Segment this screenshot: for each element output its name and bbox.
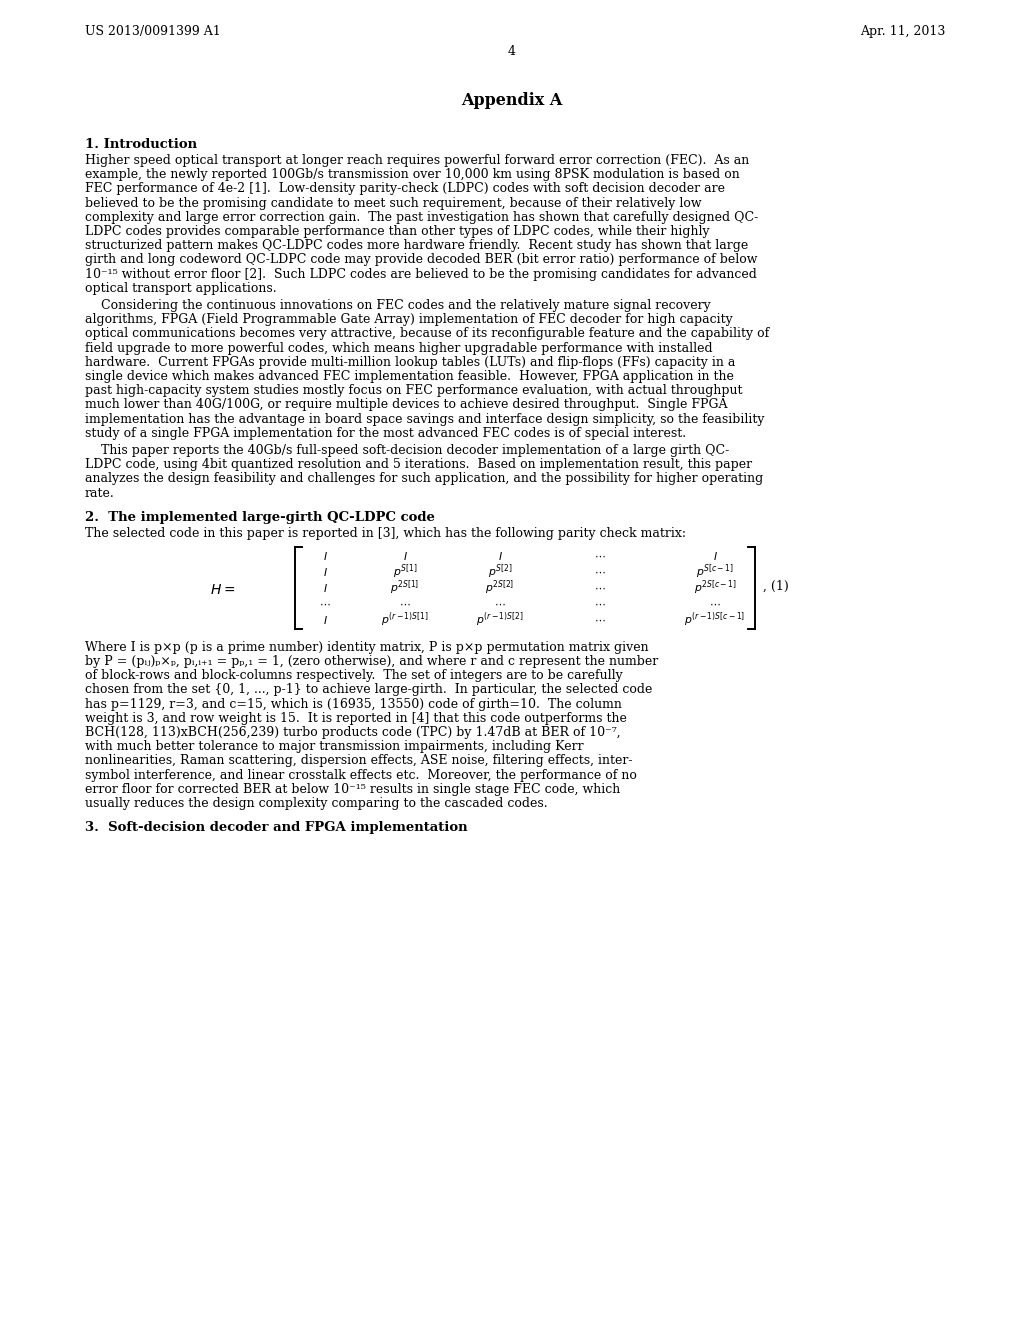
Text: $p^{(r-1)S[1]}$: $p^{(r-1)S[1]}$ [381, 611, 429, 630]
Text: usually reduces the design complexity comparing to the cascaded codes.: usually reduces the design complexity co… [85, 797, 548, 810]
Text: has p=1129, r=3, and c=15, which is (16935, 13550) code of girth=10.  The column: has p=1129, r=3, and c=15, which is (169… [85, 697, 622, 710]
Text: $\cdots$: $\cdots$ [495, 599, 506, 609]
Text: $\cdots$: $\cdots$ [399, 599, 411, 609]
Text: Higher speed optical transport at longer reach requires powerful forward error c: Higher speed optical transport at longer… [85, 154, 750, 168]
Text: BCH(128, 113)xBCH(256,239) turbo products code (TPC) by 1.47dB at BER of 10⁻⁷,: BCH(128, 113)xBCH(256,239) turbo product… [85, 726, 621, 739]
Text: Appendix A: Appendix A [462, 92, 562, 110]
Text: $\cdots$: $\cdots$ [594, 566, 606, 577]
Text: FEC performance of 4e-2 [1].  Low-density parity-check (LDPC) codes with soft de: FEC performance of 4e-2 [1]. Low-density… [85, 182, 725, 195]
Text: LDPC code, using 4bit quantized resolution and 5 iterations.  Based on implement: LDPC code, using 4bit quantized resoluti… [85, 458, 752, 471]
Text: LDPC codes provides comparable performance than other types of LDPC codes, while: LDPC codes provides comparable performan… [85, 224, 710, 238]
Text: study of a single FPGA implementation for the most advanced FEC codes is of spec: study of a single FPGA implementation fo… [85, 426, 686, 440]
Text: $I$: $I$ [323, 614, 328, 626]
Text: believed to be the promising candidate to meet such requirement, because of thei: believed to be the promising candidate t… [85, 197, 701, 210]
Text: The selected code in this paper is reported in [3], which has the following pari: The selected code in this paper is repor… [85, 527, 686, 540]
Text: algorithms, FPGA (Field Programmable Gate Array) implementation of FEC decoder f: algorithms, FPGA (Field Programmable Gat… [85, 313, 733, 326]
Text: $\cdots$: $\cdots$ [319, 599, 331, 609]
Text: $p^{2S[2]}$: $p^{2S[2]}$ [485, 578, 515, 597]
Text: 1. Introduction: 1. Introduction [85, 139, 198, 150]
Text: $\cdots$: $\cdots$ [594, 599, 606, 609]
Text: $\cdots$: $\cdots$ [710, 599, 721, 609]
Text: example, the newly reported 100Gb/s transmission over 10,000 km using 8PSK modul: example, the newly reported 100Gb/s tran… [85, 168, 739, 181]
Text: $p^{2S[1]}$: $p^{2S[1]}$ [390, 578, 420, 597]
Text: single device which makes advanced FEC implementation feasible.  However, FPGA a: single device which makes advanced FEC i… [85, 370, 734, 383]
Text: $p^{(r-1)S[c-1]}$: $p^{(r-1)S[c-1]}$ [684, 611, 745, 630]
Text: , (1): , (1) [763, 579, 788, 593]
Text: $\cdots$: $\cdots$ [594, 550, 606, 561]
Text: $p^{S[1]}$: $p^{S[1]}$ [393, 562, 417, 581]
Text: with much better tolerance to major transmission impairments, including Kerr: with much better tolerance to major tran… [85, 741, 584, 754]
Text: chosen from the set {0, 1, ..., p-1} to achieve large-girth.  In particular, the: chosen from the set {0, 1, ..., p-1} to … [85, 684, 652, 697]
Text: $I$: $I$ [323, 566, 328, 578]
Text: nonlinearities, Raman scattering, dispersion effects, ASE noise, filtering effec: nonlinearities, Raman scattering, disper… [85, 755, 633, 767]
Text: Apr. 11, 2013: Apr. 11, 2013 [859, 25, 945, 38]
Text: This paper reports the 40Gb/s full-speed soft-decision decoder implementation of: This paper reports the 40Gb/s full-speed… [85, 444, 729, 457]
Text: 10⁻¹⁵ without error floor [2].  Such LDPC codes are believed to be the promising: 10⁻¹⁵ without error floor [2]. Such LDPC… [85, 268, 757, 281]
Text: complexity and large error correction gain.  The past investigation has shown th: complexity and large error correction ga… [85, 211, 758, 224]
Text: analyzes the design feasibility and challenges for such application, and the pos: analyzes the design feasibility and chal… [85, 473, 763, 486]
Text: $H=$: $H=$ [210, 583, 236, 597]
Text: $\cdots$: $\cdots$ [594, 583, 606, 593]
Text: 4: 4 [508, 45, 516, 58]
Text: hardware.  Current FPGAs provide multi-million lookup tables (LUTs) and flip-flo: hardware. Current FPGAs provide multi-mi… [85, 356, 735, 368]
Text: Where I is p×p (p is a prime number) identity matrix, P is p×p permutation matri: Where I is p×p (p is a prime number) ide… [85, 640, 648, 653]
Text: $I$: $I$ [402, 550, 408, 562]
Text: by P = (pᵢⱼ)ₚ×ₚ, pᵢ,ᵢ₊₁ = pₚ,₁ = 1, (zero otherwise), and where r and c represen: by P = (pᵢⱼ)ₚ×ₚ, pᵢ,ᵢ₊₁ = pₚ,₁ = 1, (zer… [85, 655, 658, 668]
Text: field upgrade to more powerful codes, which means higher upgradable performance : field upgrade to more powerful codes, wh… [85, 342, 713, 355]
Text: optical communications becomes very attractive, because of its reconfigurable fe: optical communications becomes very attr… [85, 327, 769, 341]
Text: $I$: $I$ [498, 550, 503, 562]
Text: weight is 3, and row weight is 15.  It is reported in [4] that this code outperf: weight is 3, and row weight is 15. It is… [85, 711, 627, 725]
Text: $I$: $I$ [323, 582, 328, 594]
Text: optical transport applications.: optical transport applications. [85, 281, 276, 294]
Text: $p^{2S[c-1]}$: $p^{2S[c-1]}$ [693, 578, 736, 597]
Text: $p^{S[2]}$: $p^{S[2]}$ [487, 562, 512, 581]
Text: Considering the continuous innovations on FEC codes and the relatively mature si: Considering the continuous innovations o… [85, 300, 711, 312]
Text: girth and long codeword QC-LDPC code may provide decoded BER (bit error ratio) p: girth and long codeword QC-LDPC code may… [85, 253, 758, 267]
Text: 2.  The implemented large-girth QC-LDPC code: 2. The implemented large-girth QC-LDPC c… [85, 511, 435, 524]
Text: error floor for corrected BER at below 10⁻¹⁵ results in single stage FEC code, w: error floor for corrected BER at below 1… [85, 783, 621, 796]
Text: symbol interference, and linear crosstalk effects etc.  Moreover, the performanc: symbol interference, and linear crosstal… [85, 768, 637, 781]
Text: US 2013/0091399 A1: US 2013/0091399 A1 [85, 25, 221, 38]
Text: structurized pattern makes QC-LDPC codes more hardware friendly.  Recent study h: structurized pattern makes QC-LDPC codes… [85, 239, 749, 252]
Text: rate.: rate. [85, 487, 115, 499]
Text: $p^{(r-1)S[2]}$: $p^{(r-1)S[2]}$ [476, 611, 524, 630]
Text: implementation has the advantage in board space savings and interface design sim: implementation has the advantage in boar… [85, 413, 765, 425]
Text: $I$: $I$ [323, 550, 328, 562]
Text: $I$: $I$ [713, 550, 718, 562]
Text: $p^{S[c-1]}$: $p^{S[c-1]}$ [696, 562, 734, 581]
Text: of block-rows and block-columns respectively.  The set of integers are to be car: of block-rows and block-columns respecti… [85, 669, 623, 682]
Text: 3.  Soft-decision decoder and FPGA implementation: 3. Soft-decision decoder and FPGA implem… [85, 821, 468, 834]
Text: much lower than 40G/100G, or require multiple devices to achieve desired through: much lower than 40G/100G, or require mul… [85, 399, 727, 412]
Text: past high-capacity system studies mostly focus on FEC performance evaluation, wi: past high-capacity system studies mostly… [85, 384, 742, 397]
Text: $\cdots$: $\cdots$ [594, 615, 606, 624]
